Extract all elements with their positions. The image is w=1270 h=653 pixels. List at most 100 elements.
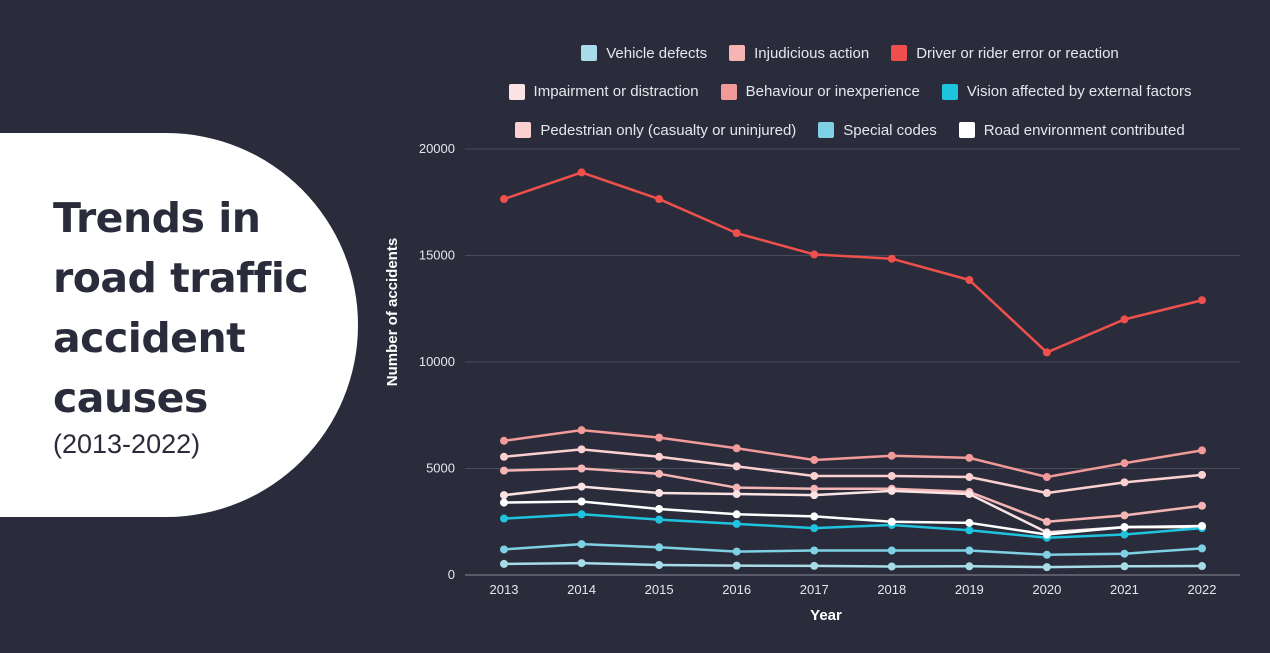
data-point: [500, 452, 508, 461]
legend-label: Injudicious action: [754, 44, 870, 62]
data-point: [577, 540, 586, 549]
title-line-2: road traffic: [53, 254, 309, 302]
series-line: [503, 542, 1203, 557]
data-point: [887, 451, 896, 460]
legend-item[interactable]: Behaviour or inexperience: [720, 83, 920, 100]
y-axis-title: Number of accidents: [384, 238, 401, 386]
legend-swatch: [515, 122, 532, 139]
chart-legend: Vehicle defects Injudicious action Driver …: [430, 34, 1270, 150]
legend-label: Driver or rider error or reaction: [916, 44, 1119, 62]
data-point: [577, 464, 586, 473]
data-point: [500, 491, 508, 500]
data-point: [810, 250, 819, 259]
data-point: [732, 561, 741, 570]
data-point: [500, 545, 508, 554]
legend-row: Impairment or distraction Behaviour or in…: [430, 73, 1270, 112]
data-point: [1042, 348, 1051, 357]
data-point: [732, 510, 741, 519]
x-tick-label: 2021: [1110, 582, 1139, 597]
data-point: [965, 490, 974, 499]
data-point: [887, 517, 896, 526]
data-point: [577, 482, 586, 491]
data-point: [810, 484, 819, 493]
data-point: [965, 453, 974, 462]
data-point: [1198, 501, 1206, 510]
data-point: [655, 515, 664, 524]
data-point: [1120, 478, 1129, 487]
legend-item[interactable]: Driver or rider error or reaction: [891, 45, 1119, 62]
series-line: [503, 467, 1203, 523]
data-point: [577, 426, 586, 435]
data-point: [1120, 511, 1129, 520]
data-point: [887, 254, 896, 263]
data-point: [500, 195, 508, 204]
data-point: [732, 547, 741, 556]
data-point: [500, 559, 508, 568]
data-point: [655, 504, 664, 513]
data-point: [1120, 549, 1129, 558]
series-line: [503, 448, 1203, 495]
data-point: [732, 229, 741, 238]
legend-item[interactable]: Injudicious action: [729, 45, 869, 62]
data-point: [577, 168, 586, 177]
legend-item[interactable]: Vision affected by external factors: [941, 83, 1192, 101]
data-point: [655, 195, 664, 204]
data-point: [1120, 315, 1129, 324]
data-point: [1198, 446, 1206, 455]
data-point: [1198, 544, 1206, 553]
series-line: [503, 428, 1203, 479]
data-point: [1042, 550, 1051, 559]
data-point: [965, 473, 974, 482]
data-point: [1042, 517, 1051, 526]
legend-row: Vehicle defects Injudicious action Driver …: [430, 34, 1270, 73]
y-tick-label: 5000: [426, 461, 455, 476]
legend-swatch: [508, 83, 525, 100]
legend-row: Pedestrian only (casualty or uninjured) S…: [430, 111, 1270, 150]
data-point: [500, 466, 508, 475]
data-point: [577, 497, 586, 506]
x-tick-label: 2022: [1188, 582, 1217, 597]
chart-title: Trends in road traffic accident causes (…: [53, 188, 309, 460]
data-point: [500, 498, 508, 507]
data-point: [1120, 562, 1129, 571]
data-point: [1042, 530, 1051, 539]
legend-item[interactable]: Pedestrian only (casualty or uninjured): [515, 122, 796, 139]
x-tick-label: 2017: [800, 582, 829, 597]
data-point: [655, 488, 664, 497]
data-point: [500, 514, 508, 523]
data-point: [810, 491, 819, 500]
x-tick-label: 2015: [645, 582, 674, 597]
legend-item[interactable]: Road environment contributed: [958, 122, 1185, 139]
data-point: [655, 433, 664, 442]
legend-swatch: [941, 83, 958, 100]
y-tick-label: 20000: [419, 141, 455, 156]
legend-item[interactable]: Impairment or distraction: [508, 83, 699, 100]
data-point: [655, 543, 664, 552]
legend-item[interactable]: Special codes: [818, 122, 937, 139]
data-point: [965, 275, 974, 284]
data-point: [1198, 470, 1206, 479]
y-tick-label: 0: [448, 567, 455, 582]
data-point: [577, 445, 586, 454]
y-tick-label: 10000: [419, 354, 455, 369]
data-point: [965, 546, 974, 555]
data-point: [1198, 562, 1206, 571]
legend-swatch: [818, 122, 835, 139]
x-tick-label: 2019: [955, 582, 984, 597]
legend-swatch: [891, 45, 908, 62]
title-panel: [0, 133, 358, 517]
x-tick-label: 2013: [490, 582, 519, 597]
data-point: [965, 518, 974, 527]
data-point: [1120, 523, 1129, 532]
data-point: [810, 471, 819, 480]
legend-label: Vision affected by external factors: [966, 83, 1192, 101]
data-point: [965, 526, 974, 535]
data-point: [1042, 488, 1051, 497]
data-point: [732, 462, 741, 471]
legend-label: Vehicle defects: [606, 44, 708, 62]
legend-item[interactable]: Vehicle defects: [581, 45, 707, 62]
data-point: [1198, 522, 1206, 531]
data-point: [655, 452, 664, 461]
legend-swatch: [581, 45, 598, 62]
